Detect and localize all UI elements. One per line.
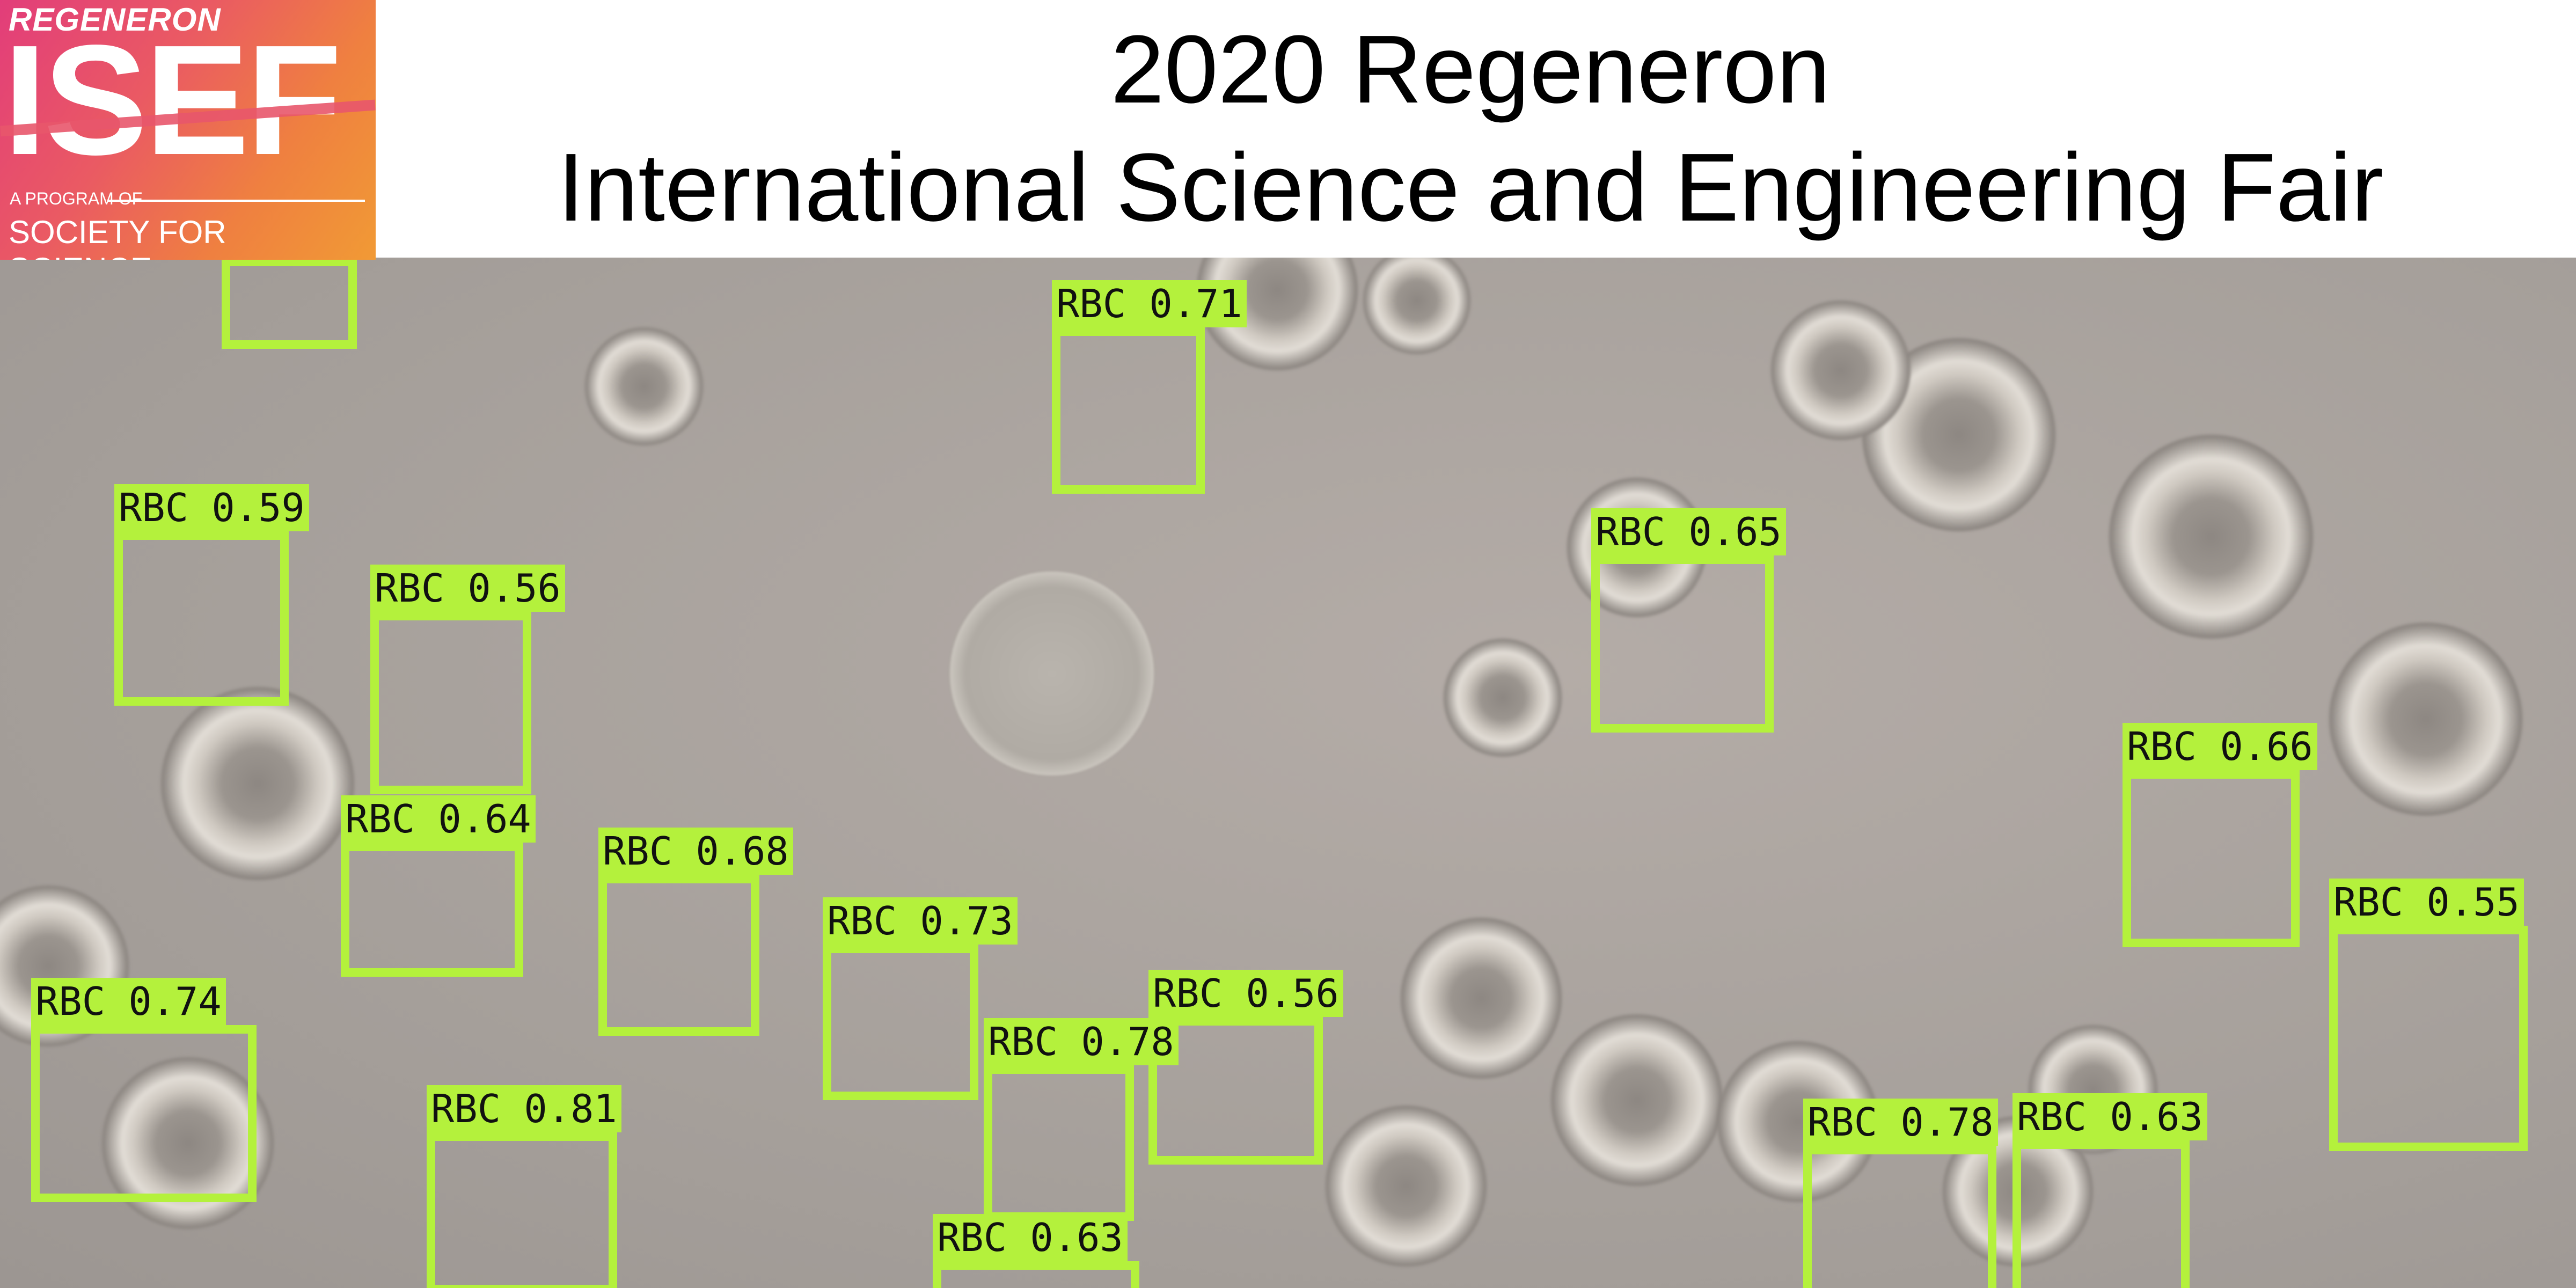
header: REGENERON ISEF A PROGRAM OF SOCIETY FOR … bbox=[0, 0, 2576, 260]
detection-box bbox=[31, 1025, 257, 1202]
detection-label: RBC 0.56 bbox=[1148, 970, 1343, 1017]
detection-label: RBC 0.78 bbox=[1803, 1099, 1998, 1146]
title-line-1: 2020 Regeneron bbox=[1110, 16, 1831, 123]
red-blood-cell bbox=[1363, 258, 1470, 354]
detection-box bbox=[114, 531, 289, 706]
detection-label: RBC 0.55 bbox=[2329, 879, 2524, 926]
detection-label: RBC 0.63 bbox=[2012, 1093, 2207, 1140]
detection-label: RBC 0.56 bbox=[370, 565, 565, 612]
detection-box bbox=[823, 945, 978, 1100]
detection-box bbox=[2123, 770, 2300, 947]
detection-label: RBC 0.66 bbox=[2123, 723, 2317, 770]
logo-tagline: A PROGRAM OF bbox=[10, 189, 143, 208]
white-blood-cell bbox=[950, 572, 1154, 775]
detection-box bbox=[2329, 926, 2528, 1151]
red-blood-cell bbox=[1401, 918, 1562, 1079]
detection-box bbox=[1052, 327, 1205, 494]
title-line-2: International Science and Engineering Fa… bbox=[557, 133, 2384, 241]
logo-brand: REGENERON bbox=[9, 2, 221, 38]
red-blood-cell bbox=[1326, 1106, 1487, 1267]
red-blood-cell bbox=[161, 687, 354, 880]
red-blood-cell bbox=[585, 327, 703, 445]
detection-label: RBC 0.81 bbox=[427, 1085, 621, 1132]
detection-label: RBC 0.74 bbox=[31, 978, 226, 1025]
logo-mark: ISEF bbox=[3, 12, 342, 187]
detection-box bbox=[222, 258, 357, 349]
microscope-image: RBC 0.71 RBC 0.59 RBC 0.56 RBC 0.65 RBC 0.66… bbox=[0, 258, 2576, 1288]
detection-box bbox=[933, 1261, 1139, 1288]
detection-label: RBC 0.68 bbox=[598, 828, 793, 875]
red-blood-cell bbox=[1771, 301, 1911, 440]
red-blood-cell bbox=[2329, 623, 2522, 816]
red-blood-cell bbox=[1444, 639, 1562, 757]
red-blood-cell bbox=[1551, 1014, 1723, 1186]
detection-label: RBC 0.65 bbox=[1591, 508, 1786, 555]
detection-box bbox=[1591, 555, 1774, 733]
detection-label: RBC 0.71 bbox=[1052, 280, 1247, 327]
detection-box bbox=[427, 1132, 617, 1288]
detection-label: RBC 0.63 bbox=[933, 1214, 1128, 1261]
detection-label: RBC 0.78 bbox=[984, 1018, 1179, 1065]
detection-box bbox=[341, 843, 523, 977]
logo-rule bbox=[107, 200, 365, 202]
detection-box bbox=[598, 875, 759, 1036]
detection-box bbox=[1803, 1146, 1996, 1288]
detection-box bbox=[984, 1065, 1134, 1221]
detection-label: RBC 0.59 bbox=[114, 484, 309, 531]
detection-label: RBC 0.64 bbox=[341, 795, 536, 843]
detection-box bbox=[370, 612, 531, 794]
detection-label: RBC 0.73 bbox=[823, 897, 1018, 945]
isef-logo: REGENERON ISEF A PROGRAM OF SOCIETY FOR … bbox=[0, 0, 376, 260]
logo-org: SOCIETY FOR SCIENCE bbox=[9, 214, 226, 260]
page-title: 2020 Regeneron International Science and… bbox=[408, 11, 2533, 246]
red-blood-cell bbox=[2109, 435, 2313, 639]
detection-box bbox=[2012, 1140, 2190, 1288]
